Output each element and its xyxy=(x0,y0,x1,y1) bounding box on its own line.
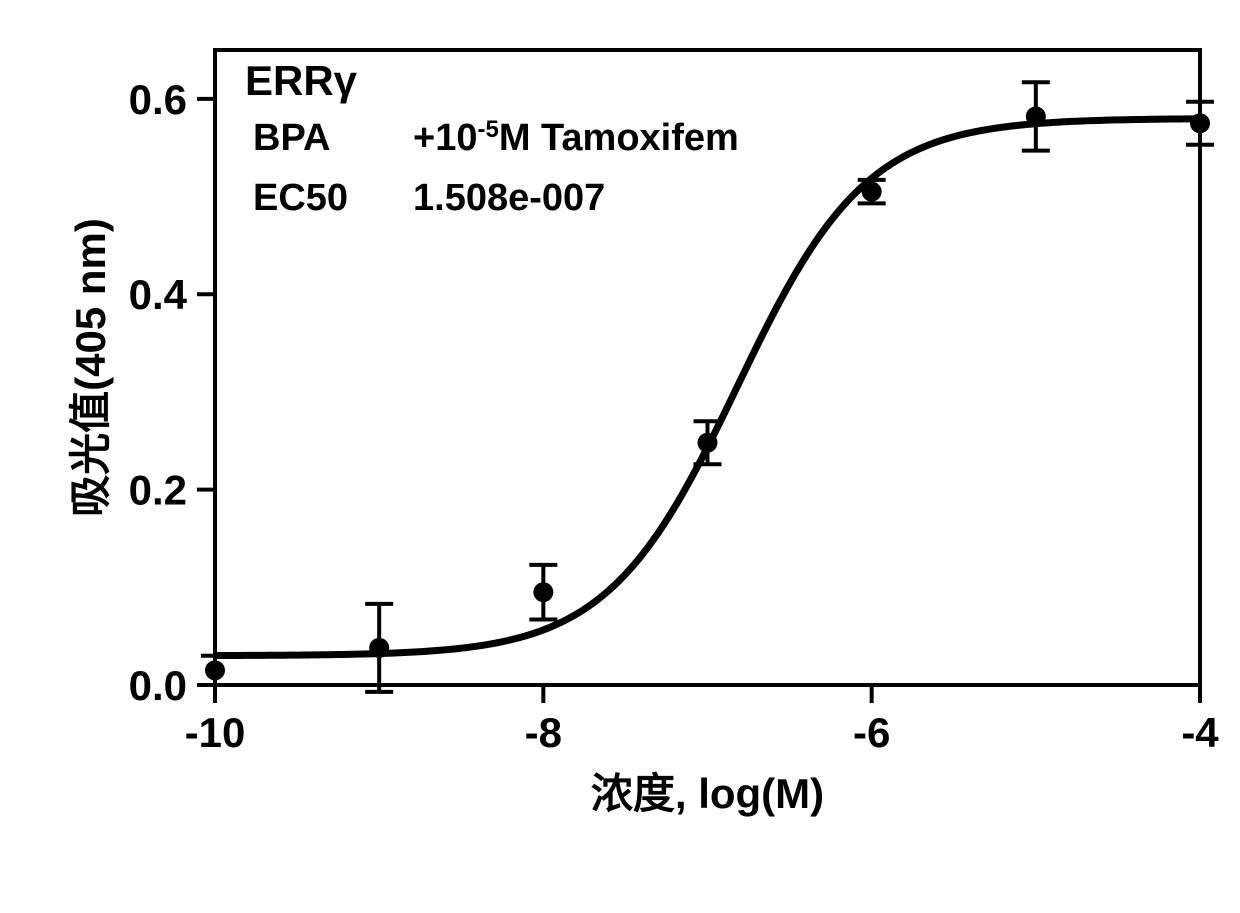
y-tick-label: 0.6 xyxy=(129,76,187,123)
x-axis-label: 浓度, log(M) xyxy=(591,770,824,817)
data-point xyxy=(533,582,553,602)
annotation-ec50-label: EC50 xyxy=(253,177,348,219)
x-tick-label: -8 xyxy=(525,709,562,756)
x-tick-label: -6 xyxy=(853,709,890,756)
fitted-curve xyxy=(215,119,1200,656)
data-point xyxy=(369,638,389,658)
annotation-title: ERRγ xyxy=(245,57,358,104)
annotation-condition: +10-5M Tamoxifem xyxy=(413,116,739,160)
x-tick-label: -10 xyxy=(185,709,246,756)
dose-response-chart: -10 -8 -6 -4 0.0 0.2 0.4 0.6 浓度, log(M) 吸光值(405 n… xyxy=(20,20,1240,893)
y-axis-label: 吸光值(405 nm) xyxy=(67,218,114,517)
data-point xyxy=(205,660,225,680)
annotation-ec50-value: 1.508e-007 xyxy=(413,177,605,219)
x-tick-label: -4 xyxy=(1181,709,1219,756)
annotation-compound: BPA xyxy=(253,117,330,159)
y-tick-label: 0.4 xyxy=(129,271,188,318)
chart-container: -10 -8 -6 -4 0.0 0.2 0.4 0.6 浓度, log(M) 吸光值(405 n… xyxy=(20,20,1240,893)
y-tick-label: 0.2 xyxy=(129,467,187,514)
data-point xyxy=(1026,106,1046,126)
data-point xyxy=(862,182,882,202)
data-point xyxy=(698,433,718,453)
y-tick-label: 0.0 xyxy=(129,662,187,709)
data-point xyxy=(1190,113,1210,133)
